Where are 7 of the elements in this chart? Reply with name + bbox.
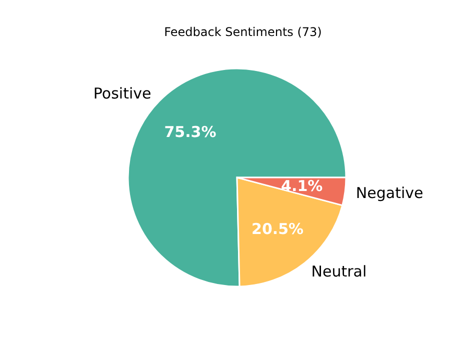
slice-label: Positive [93,84,152,103]
slice-label: Negative [356,184,424,202]
data-label: 20.5% [252,220,304,238]
data-label: 75.3% [164,122,216,141]
chart-title: Feedback Sentiments (73) [164,25,322,39]
data-label: 4.1% [281,176,323,195]
slice-label: Neutral [311,262,367,281]
